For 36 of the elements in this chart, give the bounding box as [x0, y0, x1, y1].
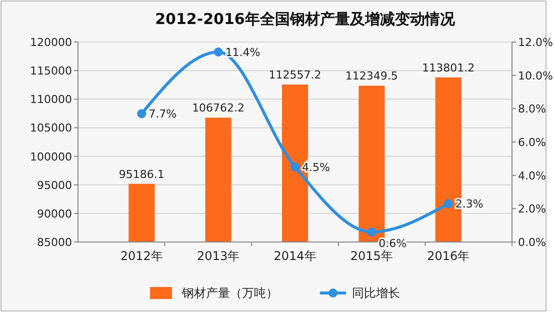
data-label: 106762.2 [192, 102, 245, 115]
legend-label: 同比增长 [352, 286, 400, 300]
y-tick-label: 115000 [30, 64, 72, 78]
data-label: 95186.1 [118, 168, 164, 181]
y2-tick-label: 2.0% [518, 202, 546, 216]
data-label: 11.4% [225, 46, 260, 59]
data-label: 112557.2 [268, 68, 322, 82]
data-label: 112349.5 [345, 70, 398, 83]
y2-tick-label: 6.0% [518, 136, 546, 149]
point [367, 228, 376, 236]
y-tick-label: 120000 [30, 36, 72, 49]
y2-tick-label: 10.0% [518, 69, 553, 82]
point [214, 48, 223, 56]
x-tick-label: 2012年 [120, 249, 163, 263]
y-tick-label: 110000 [30, 93, 72, 106]
y-tick-label: 95000 [37, 178, 72, 192]
x-tick-label: 2013年 [197, 249, 240, 263]
x-tick-label: 2015年 [350, 249, 393, 263]
x-tick-label: 2016年 [427, 249, 470, 263]
point [444, 199, 453, 208]
chart-title: 2012-2016年全国钢材产量及增减变动情况 [155, 10, 456, 28]
y2-tick-label: 4.0% [518, 169, 546, 182]
data-label: 7.7% [148, 108, 177, 121]
y2-tick-label: 0.0% [518, 236, 546, 249]
y-tick-label: 105000 [30, 122, 72, 135]
point [137, 109, 146, 118]
x-tick-label: 2014年 [274, 249, 316, 263]
y-tick-label: 90000 [37, 207, 72, 220]
data-label: 113801.2 [422, 61, 475, 74]
legend-label: 钢材产量（万吨） [181, 286, 278, 300]
y-tick-label: 85000 [37, 236, 72, 249]
data-label: 0.6% [378, 237, 407, 250]
y2-tick-label: 12.0% [518, 36, 553, 49]
point [290, 162, 300, 172]
y2-tick-label: 8.0% [518, 102, 546, 116]
y-tick-label: 100000 [30, 150, 72, 164]
